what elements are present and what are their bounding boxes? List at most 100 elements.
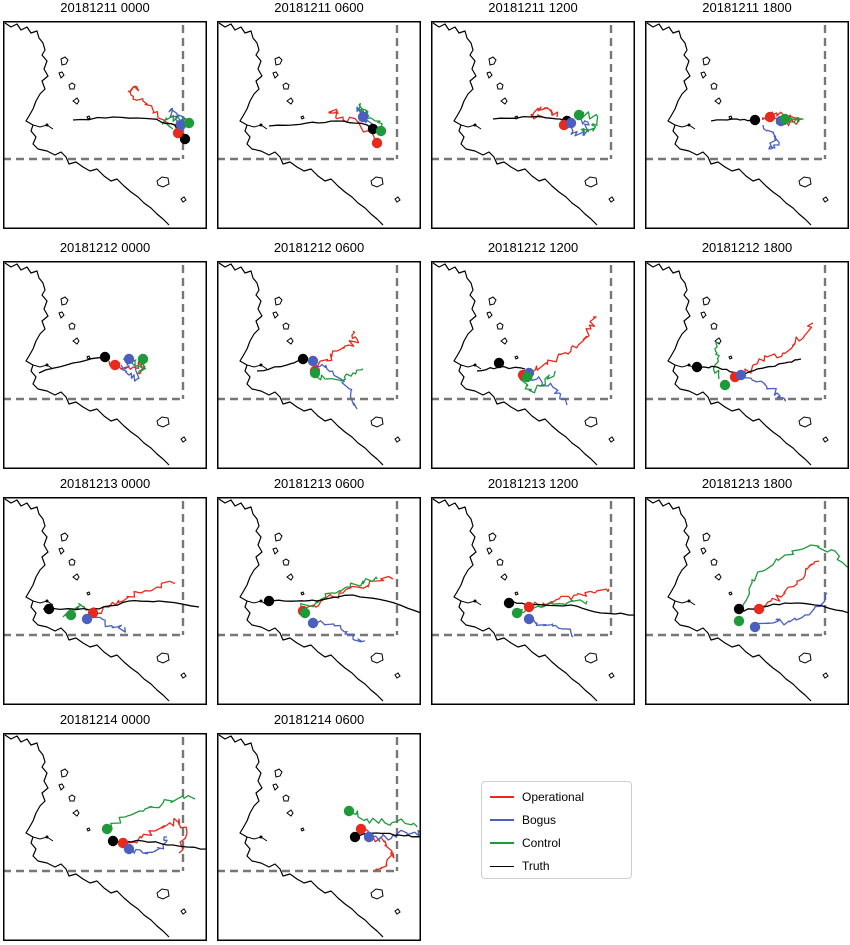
truth-start-marker [691, 361, 703, 373]
island-outline [584, 176, 598, 188]
panel-title: 20181213 1200 [487, 476, 579, 491]
panel-title: 20181212 0000 [59, 240, 151, 255]
island-outline [702, 532, 711, 542]
island-outline [700, 311, 707, 319]
legend-label-control: Control [522, 836, 561, 850]
panel-frame [431, 21, 635, 229]
operational-track [758, 560, 820, 610]
map-svg [217, 261, 421, 469]
panel-title: 20181213 1800 [701, 476, 793, 491]
truth-track [266, 594, 421, 614]
bogus-start-marker [175, 119, 187, 131]
map-panel [3, 261, 207, 469]
control-start-marker [343, 805, 355, 817]
truth-start-marker [107, 835, 119, 847]
legend-label-bogus: Bogus [522, 813, 557, 827]
panel-frame [217, 21, 421, 229]
legend-item-control: Control [490, 835, 561, 851]
map-svg [3, 261, 207, 469]
coastline [646, 22, 812, 226]
control-track [348, 810, 418, 828]
island-outline [272, 547, 279, 555]
control-start-marker [573, 109, 585, 121]
island-outline [68, 794, 76, 802]
coastline-inlet [32, 600, 54, 606]
location-marker [473, 599, 477, 603]
map-panel [431, 21, 635, 229]
truth-start-marker [493, 357, 505, 369]
panel-frame [3, 497, 207, 705]
map-svg [3, 21, 207, 229]
island-outline [72, 573, 80, 581]
truth-track [72, 116, 186, 138]
truth-track [492, 115, 567, 122]
panel-frame [431, 261, 635, 469]
legend-label-truth: Truth [522, 859, 550, 873]
panel-frame [3, 21, 207, 229]
control-start-marker [309, 367, 321, 379]
coastline-inlet [246, 600, 268, 606]
truth-track [694, 358, 802, 376]
control-start-marker [733, 615, 745, 627]
coastline [218, 22, 384, 226]
island-outline [822, 672, 829, 679]
island-outline [710, 82, 718, 90]
bogus-track [92, 616, 126, 633]
island-outline [710, 322, 718, 330]
island-outline [180, 196, 187, 203]
island-outline [584, 416, 598, 428]
map-svg [645, 21, 849, 229]
island-outline [702, 296, 711, 306]
map-svg [217, 21, 421, 229]
island-outline [274, 532, 283, 542]
location-marker [45, 599, 49, 603]
panel-frame [645, 497, 849, 705]
map-panel [217, 733, 421, 941]
coastline-inlet [32, 836, 54, 842]
island-outline [514, 591, 519, 596]
island-outline [496, 82, 504, 90]
coastline [4, 22, 170, 226]
control-track [300, 576, 378, 608]
map-svg [431, 21, 635, 229]
location-marker [687, 363, 691, 367]
control-start-marker [779, 113, 791, 125]
legend-label-operational: Operational [522, 790, 585, 804]
island-outline [822, 436, 829, 443]
island-outline [68, 558, 76, 566]
map-svg [431, 261, 635, 469]
control-track [712, 341, 720, 380]
island-outline [272, 71, 279, 79]
island-outline [272, 311, 279, 319]
map-panel [3, 497, 207, 705]
island-outline [496, 322, 504, 330]
bogus-track [310, 619, 366, 643]
panel-frame [3, 733, 207, 941]
island-outline [282, 82, 290, 90]
location-marker [259, 363, 263, 367]
coastline-inlet [246, 364, 268, 370]
legend-swatch-operational [490, 796, 514, 798]
island-outline [608, 436, 615, 443]
island-outline [608, 196, 615, 203]
island-outline [274, 296, 283, 306]
legend: Operational Bogus Control Truth [481, 781, 632, 879]
island-outline [700, 71, 707, 79]
bogus-start-marker [363, 831, 375, 843]
coastline-inlet [460, 124, 482, 130]
coastline [4, 734, 170, 938]
island-outline [156, 652, 170, 664]
operational-start-marker [109, 359, 121, 371]
bogus-track [524, 615, 574, 638]
location-marker [259, 599, 263, 603]
island-outline [394, 908, 401, 915]
bogus-track [742, 374, 787, 402]
island-outline [728, 355, 733, 360]
island-outline [822, 196, 829, 203]
bogus-start-marker [565, 117, 577, 129]
coastline-inlet [674, 124, 696, 130]
bogus-start-marker [749, 621, 761, 633]
control-start-marker [299, 607, 311, 619]
island-outline [394, 196, 401, 203]
coastline-inlet [246, 124, 268, 130]
